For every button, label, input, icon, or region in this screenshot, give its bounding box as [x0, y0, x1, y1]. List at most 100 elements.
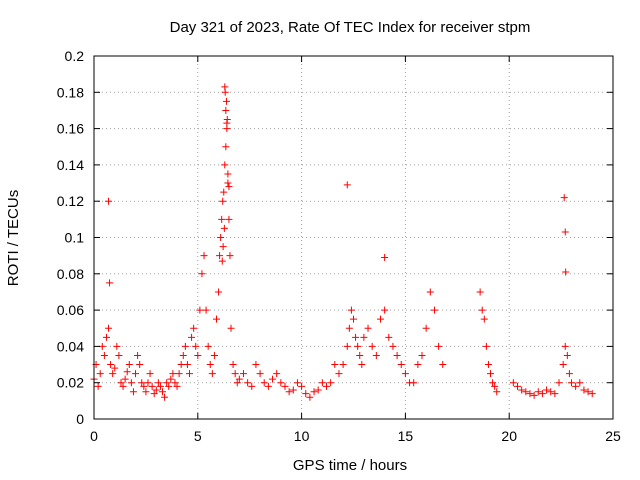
- data-point: [115, 351, 123, 359]
- data-point: [220, 224, 228, 232]
- data-point: [222, 143, 230, 151]
- data-point: [335, 370, 343, 378]
- data-point: [208, 370, 216, 378]
- data-point: [385, 333, 393, 341]
- data-point: [222, 97, 230, 105]
- data-point: [150, 390, 158, 398]
- data-point: [323, 382, 331, 390]
- data-point: [576, 379, 584, 387]
- data-point: [368, 342, 376, 350]
- data-point: [94, 382, 102, 390]
- data-point: [389, 342, 397, 350]
- data-point: [345, 324, 353, 332]
- data-point: [132, 370, 140, 378]
- data-point: [212, 315, 220, 323]
- data-point: [223, 116, 231, 124]
- data-point: [181, 342, 189, 350]
- data-point: [565, 370, 573, 378]
- x-tick-label: 0: [90, 428, 98, 444]
- x-tick-label: 5: [194, 428, 202, 444]
- data-point: [218, 215, 226, 223]
- data-point: [514, 382, 522, 390]
- data-point: [559, 361, 567, 369]
- y-axis: 0 0.02 0.04 0.06 0.08 0.1 0.12 0.14 0.16 0.18 0.2: [57, 48, 613, 427]
- x-axis-title: GPS time / hours: [293, 457, 407, 474]
- y-tick-label: 0.18: [57, 84, 84, 100]
- data-point: [260, 379, 268, 387]
- data-point: [167, 375, 175, 383]
- data-point: [422, 324, 430, 332]
- data-point: [347, 306, 355, 314]
- data-point: [154, 379, 162, 387]
- data-point: [125, 361, 133, 369]
- y-tick-label: 0.02: [57, 375, 84, 391]
- data-point: [221, 88, 229, 96]
- data-point: [96, 370, 104, 378]
- data-point: [560, 194, 568, 202]
- data-point: [123, 368, 131, 376]
- data-point: [372, 351, 380, 359]
- data-point: [119, 382, 127, 390]
- data-point: [179, 351, 187, 359]
- grid-lines: [94, 56, 613, 419]
- data-point: [487, 370, 495, 378]
- data-point: [364, 324, 372, 332]
- data-point: [177, 361, 185, 369]
- data-point: [226, 252, 234, 260]
- data-point: [233, 379, 241, 387]
- y-tick-label: 0.1: [65, 230, 85, 246]
- data-point: [140, 382, 148, 390]
- data-point: [285, 388, 293, 396]
- data-point: [169, 370, 177, 378]
- data-point: [343, 181, 351, 189]
- data-point: [426, 288, 434, 296]
- chart-title: Day 321 of 2023, Rate Of TEC Index for r…: [170, 19, 531, 36]
- data-point: [381, 306, 389, 314]
- data-point: [561, 228, 569, 236]
- data-point: [200, 252, 208, 260]
- data-point: [219, 197, 227, 205]
- data-point: [289, 386, 297, 394]
- data-point: [100, 351, 108, 359]
- y-tick-label: 0.14: [57, 157, 84, 173]
- data-point: [310, 388, 318, 396]
- data-point: [352, 333, 360, 341]
- data-point: [277, 379, 285, 387]
- data-point: [159, 388, 167, 396]
- data-point: [493, 388, 501, 396]
- data-point: [376, 315, 384, 323]
- data-point: [220, 188, 228, 196]
- data-point: [354, 342, 362, 350]
- data-point: [580, 386, 588, 394]
- y-tick-label: 0: [76, 411, 84, 427]
- data-point: [231, 370, 239, 378]
- data-point: [239, 370, 247, 378]
- data-point: [293, 379, 301, 387]
- data-point: [183, 361, 191, 369]
- data-point: [229, 361, 237, 369]
- data-point: [117, 379, 125, 387]
- data-point: [435, 342, 443, 350]
- data-point: [227, 324, 235, 332]
- data-point: [127, 379, 135, 387]
- data-point: [146, 370, 154, 378]
- data-point: [222, 106, 230, 114]
- data-point: [358, 361, 366, 369]
- data-point: [202, 306, 210, 314]
- data-point: [430, 306, 438, 314]
- y-tick-label: 0.04: [57, 338, 84, 354]
- data-point: [489, 379, 497, 387]
- data-point: [216, 252, 224, 260]
- data-point: [190, 324, 198, 332]
- data-point: [248, 382, 256, 390]
- data-point: [156, 382, 164, 390]
- y-tick-label: 0.16: [57, 121, 84, 137]
- data-point: [218, 257, 226, 265]
- data-point: [281, 382, 289, 390]
- data-point: [163, 379, 171, 387]
- data-point: [109, 370, 117, 378]
- data-point: [224, 179, 232, 187]
- data-point: [530, 391, 538, 399]
